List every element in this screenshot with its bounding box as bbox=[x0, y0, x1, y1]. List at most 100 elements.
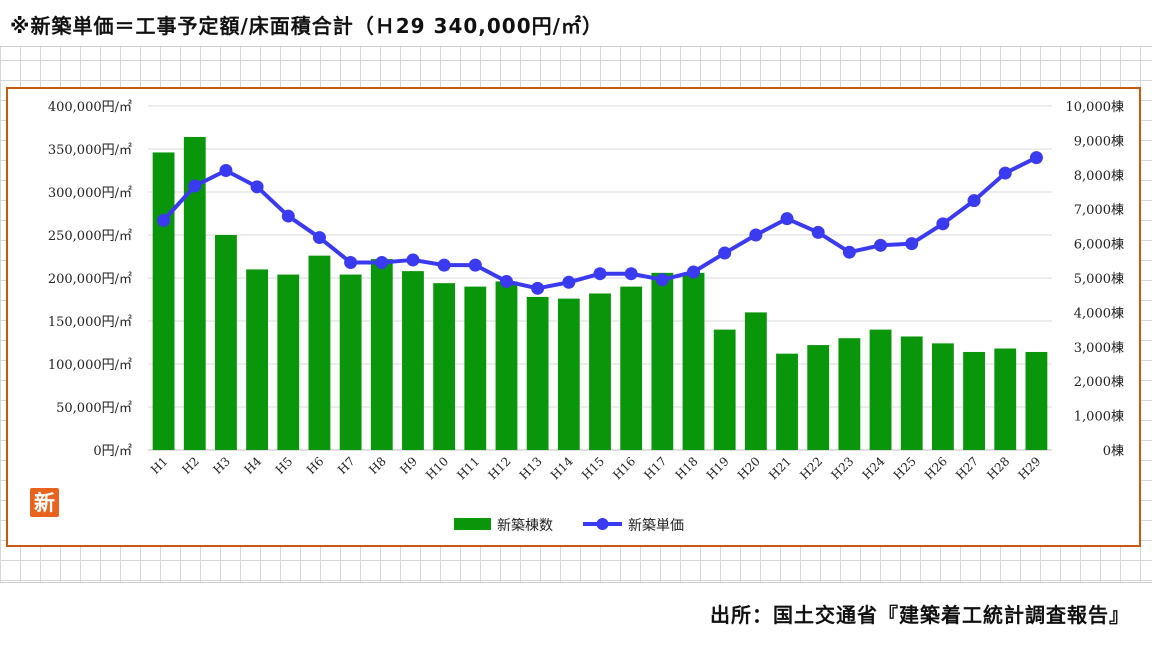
x-tick-label: H18 bbox=[673, 454, 701, 482]
point-H9 bbox=[406, 253, 420, 267]
point-H5 bbox=[281, 209, 295, 223]
caption-bar: ※新築単価＝工事予定額/床面積合計（Ｈ29 340,000円/㎡） bbox=[0, 0, 1152, 47]
x-tick-label: H27 bbox=[953, 454, 981, 482]
bar-H17 bbox=[651, 272, 674, 450]
point-H25 bbox=[905, 237, 919, 251]
y-left-tick-label: 200,000円/㎡ bbox=[48, 272, 132, 287]
y-right-tick-label: 5,000棟 bbox=[1074, 272, 1124, 287]
point-H6 bbox=[312, 231, 326, 245]
point-H11 bbox=[468, 258, 482, 272]
legend-swatch-bars bbox=[454, 518, 491, 530]
bar-H28 bbox=[994, 348, 1017, 450]
y-right-tick-label: 0棟 bbox=[1103, 444, 1124, 459]
bar-H27 bbox=[963, 351, 985, 450]
bar-H13 bbox=[526, 296, 549, 450]
bar-H24 bbox=[869, 329, 892, 450]
bar-H20 bbox=[744, 312, 767, 450]
point-H27 bbox=[967, 194, 981, 208]
bar-series-buildings bbox=[152, 136, 1048, 450]
footer-bar: 出所：国土交通省『建築着工統計調査報告』 bbox=[0, 582, 1152, 649]
bar-H5 bbox=[277, 274, 300, 450]
y-right-tick-label: 4,000棟 bbox=[1074, 306, 1124, 321]
bar-H12 bbox=[495, 281, 518, 450]
bar-H22 bbox=[807, 345, 830, 450]
bar-H7 bbox=[339, 274, 362, 450]
point-H23 bbox=[842, 245, 856, 259]
y-left-tick-label: 350,000円/㎡ bbox=[48, 143, 132, 158]
point-H15 bbox=[593, 267, 607, 281]
legend-label-line: 新築単価 bbox=[628, 518, 684, 534]
bar-H18 bbox=[682, 272, 705, 450]
x-tick-label: H24 bbox=[860, 454, 888, 482]
y-left-tick-label: 100,000円/㎡ bbox=[48, 358, 132, 373]
line-series-unit-price bbox=[157, 151, 1043, 295]
point-H19 bbox=[718, 246, 732, 260]
bar-H15 bbox=[589, 293, 611, 450]
chart-frame: 0円/㎡ 50,000円/㎡ 100,000円/㎡ 150,000円/㎡ 200,000… bbox=[6, 87, 1141, 547]
point-H16 bbox=[624, 267, 638, 281]
x-tick-label: H11 bbox=[454, 454, 482, 482]
data-source-citation: 出所：国土交通省『建築着工統計調査報告』 bbox=[710, 603, 1130, 627]
bar-H26 bbox=[931, 343, 954, 450]
point-H24 bbox=[874, 238, 888, 252]
point-H29 bbox=[1029, 151, 1043, 165]
x-tick-label: H3 bbox=[210, 454, 233, 477]
x-tick-label: H4 bbox=[242, 454, 265, 477]
x-tick-label: H1 bbox=[148, 454, 171, 477]
bar-H9 bbox=[402, 271, 424, 450]
bar-H11 bbox=[464, 286, 487, 450]
x-tick-label: H10 bbox=[423, 454, 451, 482]
combo-chart: 0円/㎡ 50,000円/㎡ 100,000円/㎡ 150,000円/㎡ 200,000… bbox=[30, 100, 1125, 534]
point-H8 bbox=[375, 256, 389, 270]
y-right-tick-label: 3,000棟 bbox=[1074, 341, 1124, 356]
y-axis-right-ticks: 0棟 1,000棟 2,000棟 3,000棟 4,000棟 5,000棟 6,000棟 7,… bbox=[1066, 100, 1125, 459]
x-tick-label: H5 bbox=[273, 454, 296, 477]
bar-H25 bbox=[900, 336, 923, 450]
bar-H23 bbox=[838, 338, 861, 450]
y-left-tick-label: 50,000円/㎡ bbox=[56, 401, 132, 416]
bar-H19 bbox=[713, 329, 736, 450]
x-tick-label: H14 bbox=[548, 454, 576, 482]
x-tick-label: H20 bbox=[735, 454, 763, 482]
y-left-tick-label: 0円/㎡ bbox=[93, 444, 132, 459]
point-H2 bbox=[188, 179, 202, 193]
x-tick-label: H23 bbox=[828, 454, 856, 482]
y-left-tick-label: 150,000円/㎡ bbox=[48, 315, 132, 330]
bar-H6 bbox=[308, 255, 331, 450]
x-tick-label: H8 bbox=[366, 454, 389, 477]
price-definition-note: ※新築単価＝工事予定額/床面積合計（Ｈ29 340,000円/㎡） bbox=[10, 14, 603, 38]
point-H18 bbox=[687, 265, 701, 279]
y-right-tick-label: 8,000棟 bbox=[1074, 169, 1124, 184]
point-H20 bbox=[749, 228, 763, 242]
x-tick-label: H21 bbox=[766, 454, 794, 482]
bar-H8 bbox=[370, 259, 393, 450]
point-H28 bbox=[998, 166, 1012, 180]
point-H17 bbox=[655, 273, 669, 287]
point-H12 bbox=[499, 274, 513, 288]
x-tick-label: H16 bbox=[610, 454, 638, 482]
x-tick-label: H15 bbox=[579, 454, 607, 482]
y-left-tick-label: 250,000円/㎡ bbox=[48, 229, 132, 244]
bar-H1 bbox=[152, 152, 175, 450]
x-tick-label: H26 bbox=[922, 454, 950, 482]
y-right-tick-label: 2,000棟 bbox=[1074, 375, 1124, 390]
bar-H29 bbox=[1025, 351, 1048, 450]
x-tick-label: H13 bbox=[517, 454, 545, 482]
x-tick-label: H9 bbox=[397, 454, 420, 477]
y-right-tick-label: 6,000棟 bbox=[1074, 238, 1124, 253]
point-H4 bbox=[250, 180, 264, 194]
point-H26 bbox=[936, 217, 950, 231]
legend-swatch-marker bbox=[596, 518, 609, 530]
x-tick-label: H6 bbox=[304, 454, 327, 477]
x-tick-label: H28 bbox=[984, 454, 1012, 482]
new-badge-icon: 新 bbox=[30, 488, 59, 517]
legend: 新築棟数 新築単価 bbox=[454, 518, 684, 534]
y-right-tick-label: 9,000棟 bbox=[1074, 134, 1124, 149]
x-tick-label: H7 bbox=[335, 454, 358, 477]
y-left-tick-label: 300,000円/㎡ bbox=[48, 186, 132, 201]
x-tick-label: H12 bbox=[486, 454, 514, 482]
y-axis-left-ticks: 0円/㎡ 50,000円/㎡ 100,000円/㎡ 150,000円/㎡ 200,000… bbox=[48, 100, 132, 459]
point-H1 bbox=[157, 213, 171, 227]
y-right-tick-label: 1,000棟 bbox=[1074, 410, 1124, 425]
x-axis-categories: H1 H2 H3 H4 H5 H6 H7 H8 H9 H10 H11 H12 H13 H14 H15 H16 H… bbox=[148, 454, 1044, 482]
